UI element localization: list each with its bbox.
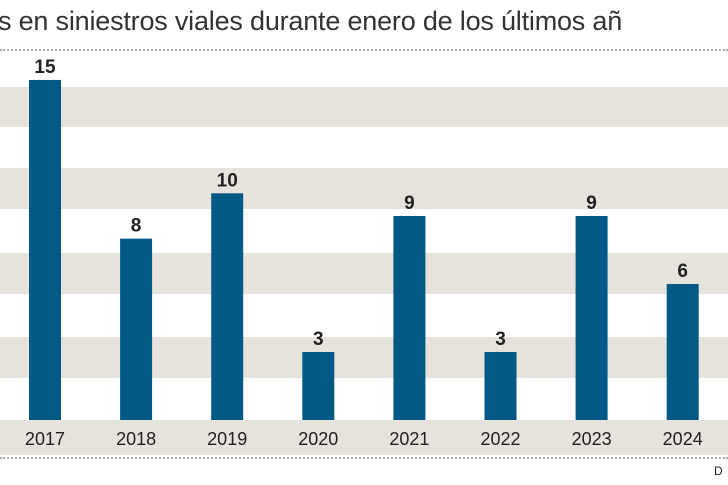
bar-2024 <box>666 283 699 420</box>
bar-2018 <box>120 238 153 420</box>
footer-divider <box>0 457 728 459</box>
data-label-2024: 6 <box>677 261 688 282</box>
grid-band <box>0 87 728 127</box>
bar-2022 <box>484 351 517 420</box>
bar-2023 <box>575 215 608 420</box>
x-tick-label-2018: 2018 <box>116 429 156 449</box>
data-label-2020: 3 <box>313 329 324 350</box>
source-text: D <box>714 464 723 478</box>
x-tick-label-2023: 2023 <box>572 429 612 449</box>
title-divider <box>0 49 728 51</box>
data-label-2017: 15 <box>34 57 56 78</box>
chart-title: s en siniestros viales durante enero de … <box>0 6 623 36</box>
data-label-2019: 10 <box>217 170 238 191</box>
data-label-2023: 9 <box>586 193 597 214</box>
grid-band <box>0 253 728 294</box>
grid-band <box>0 168 728 209</box>
x-axis-band <box>0 420 728 455</box>
x-tick-label-2020: 2020 <box>298 429 338 449</box>
grid-band <box>0 337 728 378</box>
data-label-2022: 3 <box>495 329 506 350</box>
x-tick-label-2024: 2024 <box>663 429 703 449</box>
x-tick-label-2019: 2019 <box>207 429 247 449</box>
data-label-2021: 9 <box>404 193 415 214</box>
bar-2017 <box>29 79 61 420</box>
bar-2019 <box>211 193 244 420</box>
x-tick-label-2022: 2022 <box>480 429 520 449</box>
bar-2021 <box>393 215 426 420</box>
data-label-2018: 8 <box>131 216 142 237</box>
bar-2020 <box>302 351 335 420</box>
x-tick-label-2021: 2021 <box>389 429 429 449</box>
x-tick-label-2017: 2017 <box>25 429 65 449</box>
